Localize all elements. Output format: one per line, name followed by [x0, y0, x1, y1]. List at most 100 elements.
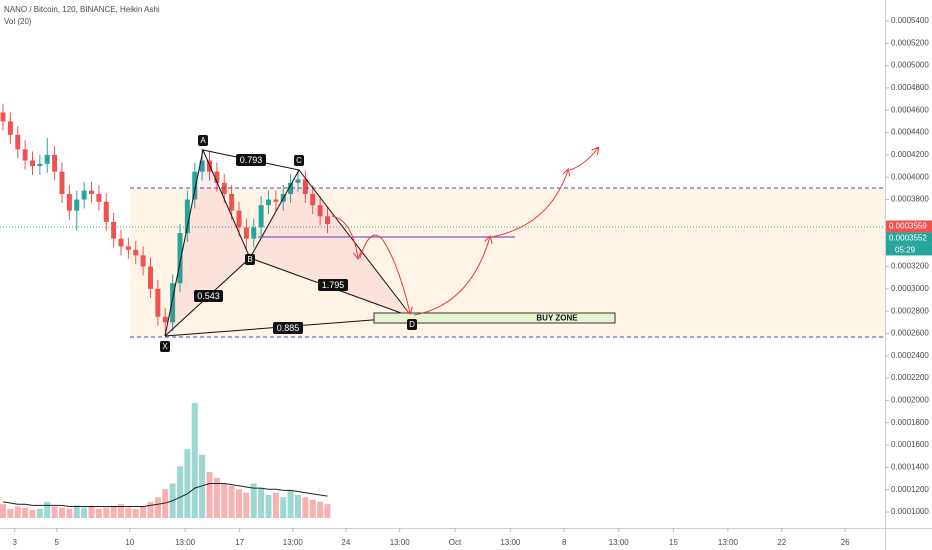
- volume-bar: [81, 507, 88, 518]
- volume-bar: [154, 497, 161, 518]
- x-tick-label: 13:00: [609, 538, 630, 547]
- point-badge: [245, 254, 255, 265]
- point-label: X: [162, 342, 168, 351]
- volume-bar: [29, 509, 36, 518]
- candle-body: [229, 193, 235, 211]
- candle-body: [258, 205, 264, 228]
- volume-bar: [14, 506, 21, 518]
- x-tick-label: 3: [13, 538, 18, 547]
- point-label: D: [409, 320, 415, 329]
- ratio-badge: [273, 322, 303, 334]
- x-tick-label: 26: [841, 538, 850, 547]
- volume-bar: [125, 507, 132, 518]
- volume-bar: [44, 501, 51, 518]
- volume-bar: [59, 507, 65, 518]
- background-layer: [0, 188, 885, 337]
- pattern-fill: [250, 170, 412, 317]
- volume-bar: [162, 489, 169, 518]
- candle-body: [103, 201, 109, 222]
- y-tick-label: 0.0004200: [891, 150, 929, 159]
- candle-body: [133, 249, 139, 256]
- candle-body: [177, 233, 183, 284]
- candle-body: [96, 193, 102, 202]
- volume-bar: [206, 472, 213, 518]
- volume-bar: [7, 508, 14, 518]
- candle-body: [192, 171, 198, 200]
- volume-bar: [280, 497, 287, 518]
- candle-body: [7, 121, 13, 135]
- candle-body: [59, 171, 65, 194]
- candle-body: [111, 221, 117, 239]
- candle-body: [170, 283, 176, 323]
- ratio-label: 0.543: [197, 291, 220, 301]
- arrow: [331, 215, 358, 258]
- y-tick-label: 0.0001800: [891, 418, 929, 427]
- candle-body: [288, 182, 294, 194]
- point-badge: [294, 155, 304, 166]
- ratio-label: 0.885: [277, 323, 300, 333]
- y-tick-label: 0.0001000: [891, 507, 929, 516]
- x-tick-label: 13:00: [283, 538, 304, 547]
- candle-body: [295, 179, 301, 183]
- prev-price-box: [886, 232, 932, 245]
- candle-body: [89, 190, 94, 194]
- drawings: BUY ZONE A X B C D 0.793 0.543 1.795 0.8…: [130, 135, 885, 352]
- volume-bar: [236, 489, 242, 518]
- ratio-badge: [318, 279, 348, 291]
- volume-bar: [228, 485, 235, 518]
- volume-bar: [73, 505, 80, 518]
- volume-bar: [66, 508, 73, 518]
- candle-body: [118, 238, 124, 247]
- arrow: [359, 234, 410, 313]
- pattern-fill: [165, 150, 250, 336]
- volume-bar: [132, 508, 139, 518]
- x-tick-label: 13:00: [500, 538, 521, 547]
- volume-label: Vol (20): [4, 17, 32, 26]
- y-tick-label: 0.0004600: [891, 105, 929, 114]
- volume-bar: [250, 483, 257, 518]
- y-tick-label: 0.0005400: [891, 16, 929, 25]
- volume-bar: [147, 501, 154, 518]
- candle-body: [0, 112, 6, 122]
- buy-zone-label: BUY ZONE: [536, 314, 578, 323]
- prev-price-label: 0.0003552: [889, 234, 927, 243]
- y-tick-label: 0.0004800: [891, 83, 929, 92]
- x-tick-label: 15: [669, 538, 678, 547]
- x-tick-label: 13:00: [390, 538, 411, 547]
- volume-layer: [0, 403, 331, 518]
- candle-body: [302, 179, 308, 194]
- volume-bar: [184, 449, 191, 518]
- volume-bar: [295, 495, 301, 518]
- y-tick-label: 0.0005200: [891, 38, 929, 47]
- volume-bar: [287, 490, 294, 518]
- arrow: [413, 237, 490, 316]
- volume-bar: [243, 492, 250, 518]
- x-tick-label: 24: [341, 538, 350, 547]
- ratio-badge: [194, 290, 223, 302]
- candle-body: [273, 199, 279, 202]
- candle-body: [184, 199, 190, 234]
- y-tick-label: 0.0001400: [891, 463, 929, 472]
- candle-body: [15, 134, 21, 150]
- candle-body: [310, 193, 316, 206]
- volume-bar: [51, 506, 58, 518]
- x-tick-label: 13:00: [175, 538, 196, 547]
- volume-bar: [118, 504, 124, 518]
- volume-bar: [302, 497, 309, 518]
- last-price-box: [886, 220, 932, 233]
- y-tick-label: 0.0002400: [891, 351, 929, 360]
- volume-bar: [221, 483, 228, 518]
- y-tick-label: 0.0002000: [891, 396, 929, 405]
- arrow: [491, 170, 568, 238]
- candle-body: [155, 288, 161, 317]
- candle-body: [236, 210, 242, 228]
- candle-body: [266, 199, 271, 206]
- buy-zone-box: [373, 312, 616, 324]
- volume-bar: [88, 506, 95, 518]
- volume-bar: [199, 454, 206, 518]
- countdown-box: [886, 244, 932, 256]
- volume-bar: [36, 508, 43, 518]
- y-tick-label: 0.0004000: [891, 172, 929, 181]
- y-tick-label: 0.0002600: [891, 329, 929, 338]
